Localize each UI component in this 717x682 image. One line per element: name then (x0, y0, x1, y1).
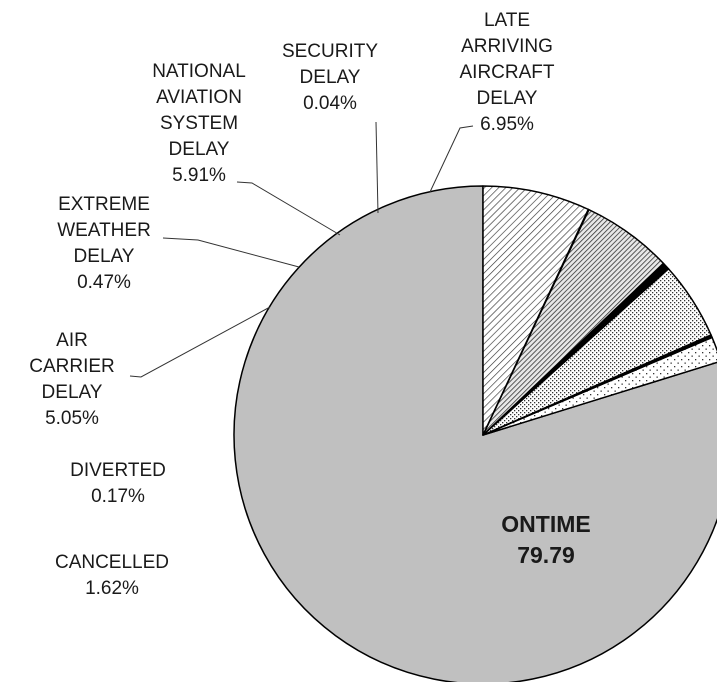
ontime-label: ONTIME (501, 511, 590, 537)
nas-line-2: AVIATION (156, 87, 242, 108)
slice-label-cancelled: CANCELLED 1.62% (55, 552, 169, 599)
air-carrier-line-2: CARRIER (29, 356, 115, 377)
pie-slice-0 (233, 185, 717, 682)
air-carrier-value: 5.05% (45, 408, 99, 429)
late-line-4: DELAY (477, 88, 538, 109)
slice-label-security: SECURITY DELAY 0.04% (282, 41, 378, 114)
leader-lines (129, 121, 474, 378)
late-line-1: LATE (484, 10, 530, 31)
slice-label-diverted: DIVERTED 0.17% (70, 460, 166, 507)
cancelled-value: 1.62% (85, 578, 139, 599)
slice-label-extreme-weather: EXTREME WEATHER DELAY 0.47% (57, 194, 151, 293)
nas-value: 5.91% (172, 165, 226, 186)
weather-line-3: DELAY (74, 246, 135, 267)
leader-line-late-arriving (429, 125, 474, 193)
security-line-2: DELAY (300, 67, 361, 88)
nas-line-3: SYSTEM (160, 113, 238, 134)
late-value: 6.95% (480, 114, 534, 135)
weather-line-2: WEATHER (57, 220, 151, 241)
weather-value: 0.47% (77, 272, 131, 293)
leader-line-weather (162, 237, 300, 268)
slice-label-air-carrier: AIR CARRIER DELAY 5.05% (29, 330, 115, 429)
cancelled-label: CANCELLED (55, 552, 169, 573)
slice-label-late-arriving: LATE ARRIVING AIRCRAFT DELAY 6.95% (460, 10, 555, 135)
weather-line-1: EXTREME (58, 194, 150, 215)
leader-line-nas (236, 181, 341, 236)
ontime-value: 79.79 (517, 542, 575, 568)
leader-line-air-carrier (129, 306, 271, 378)
air-carrier-line-3: DELAY (42, 382, 103, 403)
nas-line-1: NATIONAL (152, 61, 246, 82)
pie-slice-7 (482, 185, 590, 436)
air-carrier-line-1: AIR (56, 330, 88, 351)
diverted-label: DIVERTED (70, 460, 166, 481)
late-line-2: ARRIVING (461, 36, 553, 57)
security-value: 0.04% (303, 93, 357, 114)
slice-label-ontime: ONTIME 79.79 (501, 511, 590, 568)
security-line-1: SECURITY (282, 41, 378, 62)
pie-slices (233, 185, 717, 682)
leader-line-security (375, 121, 379, 214)
slice-label-nas: NATIONAL AVIATION SYSTEM DELAY 5.91% (152, 61, 246, 186)
nas-line-4: DELAY (169, 139, 230, 160)
diverted-value: 0.17% (91, 486, 145, 507)
late-line-3: AIRCRAFT (460, 62, 555, 83)
